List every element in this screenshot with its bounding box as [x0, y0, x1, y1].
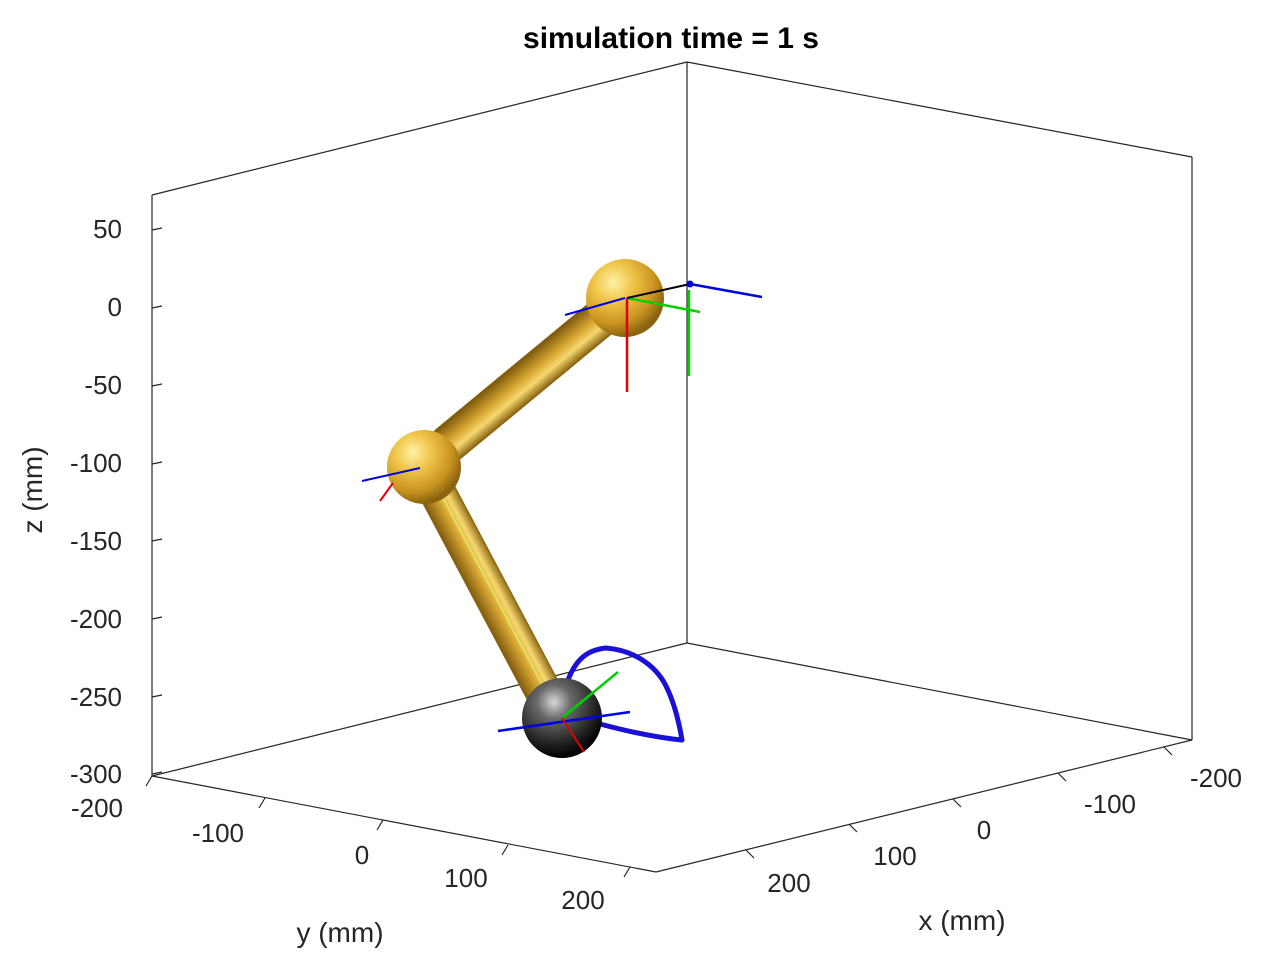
- frame-elbow: [361, 467, 421, 502]
- z-tick: -100: [70, 448, 163, 478]
- frame-x-axis: [379, 482, 394, 502]
- frame-z-axis: [361, 467, 421, 482]
- box-edge-back-top-left: [151, 61, 688, 196]
- frame-z-axis: [564, 297, 626, 316]
- box-edge-floor-front-left: [151, 775, 657, 873]
- y-axis-label: y (mm): [296, 917, 383, 948]
- x-tick: 0: [952, 798, 991, 845]
- frame-link: [626, 283, 691, 299]
- z-tick-label: -300: [70, 759, 122, 789]
- y-axis: -200 -100 0 100 200 y (mm): [71, 775, 631, 948]
- z-tick-label: -200: [70, 604, 122, 634]
- x-axis: -200 -100 0 100 200 x (mm): [745, 746, 1242, 936]
- box-edge-back-top-right: [686, 61, 1193, 158]
- y-tick-label: 100: [444, 863, 487, 893]
- y-tick: -100: [192, 797, 266, 848]
- x-tick-label: 0: [977, 815, 991, 845]
- z-tick: -250: [70, 682, 163, 712]
- robot-arm: [361, 259, 763, 758]
- frame-base: [686, 280, 763, 376]
- z-tick-label: -150: [70, 526, 122, 556]
- frame-origin: [686, 280, 694, 288]
- z-axis-label: z (mm): [17, 446, 48, 533]
- y-tick: 100: [444, 844, 509, 893]
- z-tick: 50: [93, 214, 163, 244]
- y-tick-label: -100: [192, 818, 244, 848]
- y-tick: -200: [71, 775, 153, 823]
- x-tick: -200: [1163, 746, 1242, 793]
- y-tick-label: 0: [355, 840, 369, 870]
- z-tick: -150: [70, 526, 163, 556]
- z-tick-label: 0: [108, 292, 122, 322]
- box-edge-floor-back-left: [151, 642, 688, 777]
- x-tick-label: 200: [767, 868, 810, 898]
- frame-end-effector: [497, 671, 631, 753]
- y-tick-label: -200: [71, 793, 123, 823]
- z-tick: 0: [108, 292, 163, 322]
- frame-x-axis: [561, 717, 585, 753]
- z-tick: -200: [70, 604, 163, 634]
- z-tick-label: -100: [70, 448, 122, 478]
- z-tick: -50: [84, 370, 163, 400]
- x-tick: 200: [745, 849, 811, 898]
- z-tick: -300: [70, 759, 163, 789]
- x-tick-label: 100: [873, 841, 916, 871]
- y-tick: 200: [561, 866, 631, 915]
- box-edge-floor-front-right: [655, 739, 1193, 873]
- x-tick-label: -200: [1190, 763, 1242, 793]
- box-edge-floor-back-right: [686, 642, 1193, 741]
- x-tick-label: -100: [1084, 789, 1136, 819]
- frame-z-axis: [689, 282, 763, 299]
- x-axis-label: x (mm): [918, 905, 1005, 936]
- z-axis: 50 0 -50 -100 -150 -200 -250 -300: [17, 214, 163, 789]
- z-tick-label: -250: [70, 682, 122, 712]
- x-tick: 100: [848, 823, 917, 871]
- frame-y-axis: [561, 671, 619, 719]
- axes-box: [151, 61, 1193, 873]
- z-tick-label: -50: [84, 370, 122, 400]
- z-tick-label: 50: [93, 214, 122, 244]
- trajectory-path: [565, 645, 685, 743]
- x-tick: -100: [1057, 772, 1136, 819]
- chart-title: simulation time = 1 s: [523, 22, 819, 55]
- trajectory: [565, 645, 685, 743]
- joint-elbow: [387, 430, 461, 504]
- y-tick: 0: [355, 819, 384, 870]
- y-tick-label: 200: [561, 885, 604, 915]
